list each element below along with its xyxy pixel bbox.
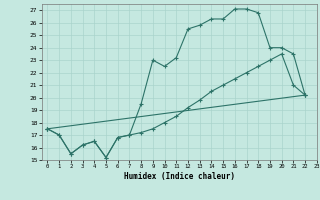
X-axis label: Humidex (Indice chaleur): Humidex (Indice chaleur): [124, 172, 235, 181]
